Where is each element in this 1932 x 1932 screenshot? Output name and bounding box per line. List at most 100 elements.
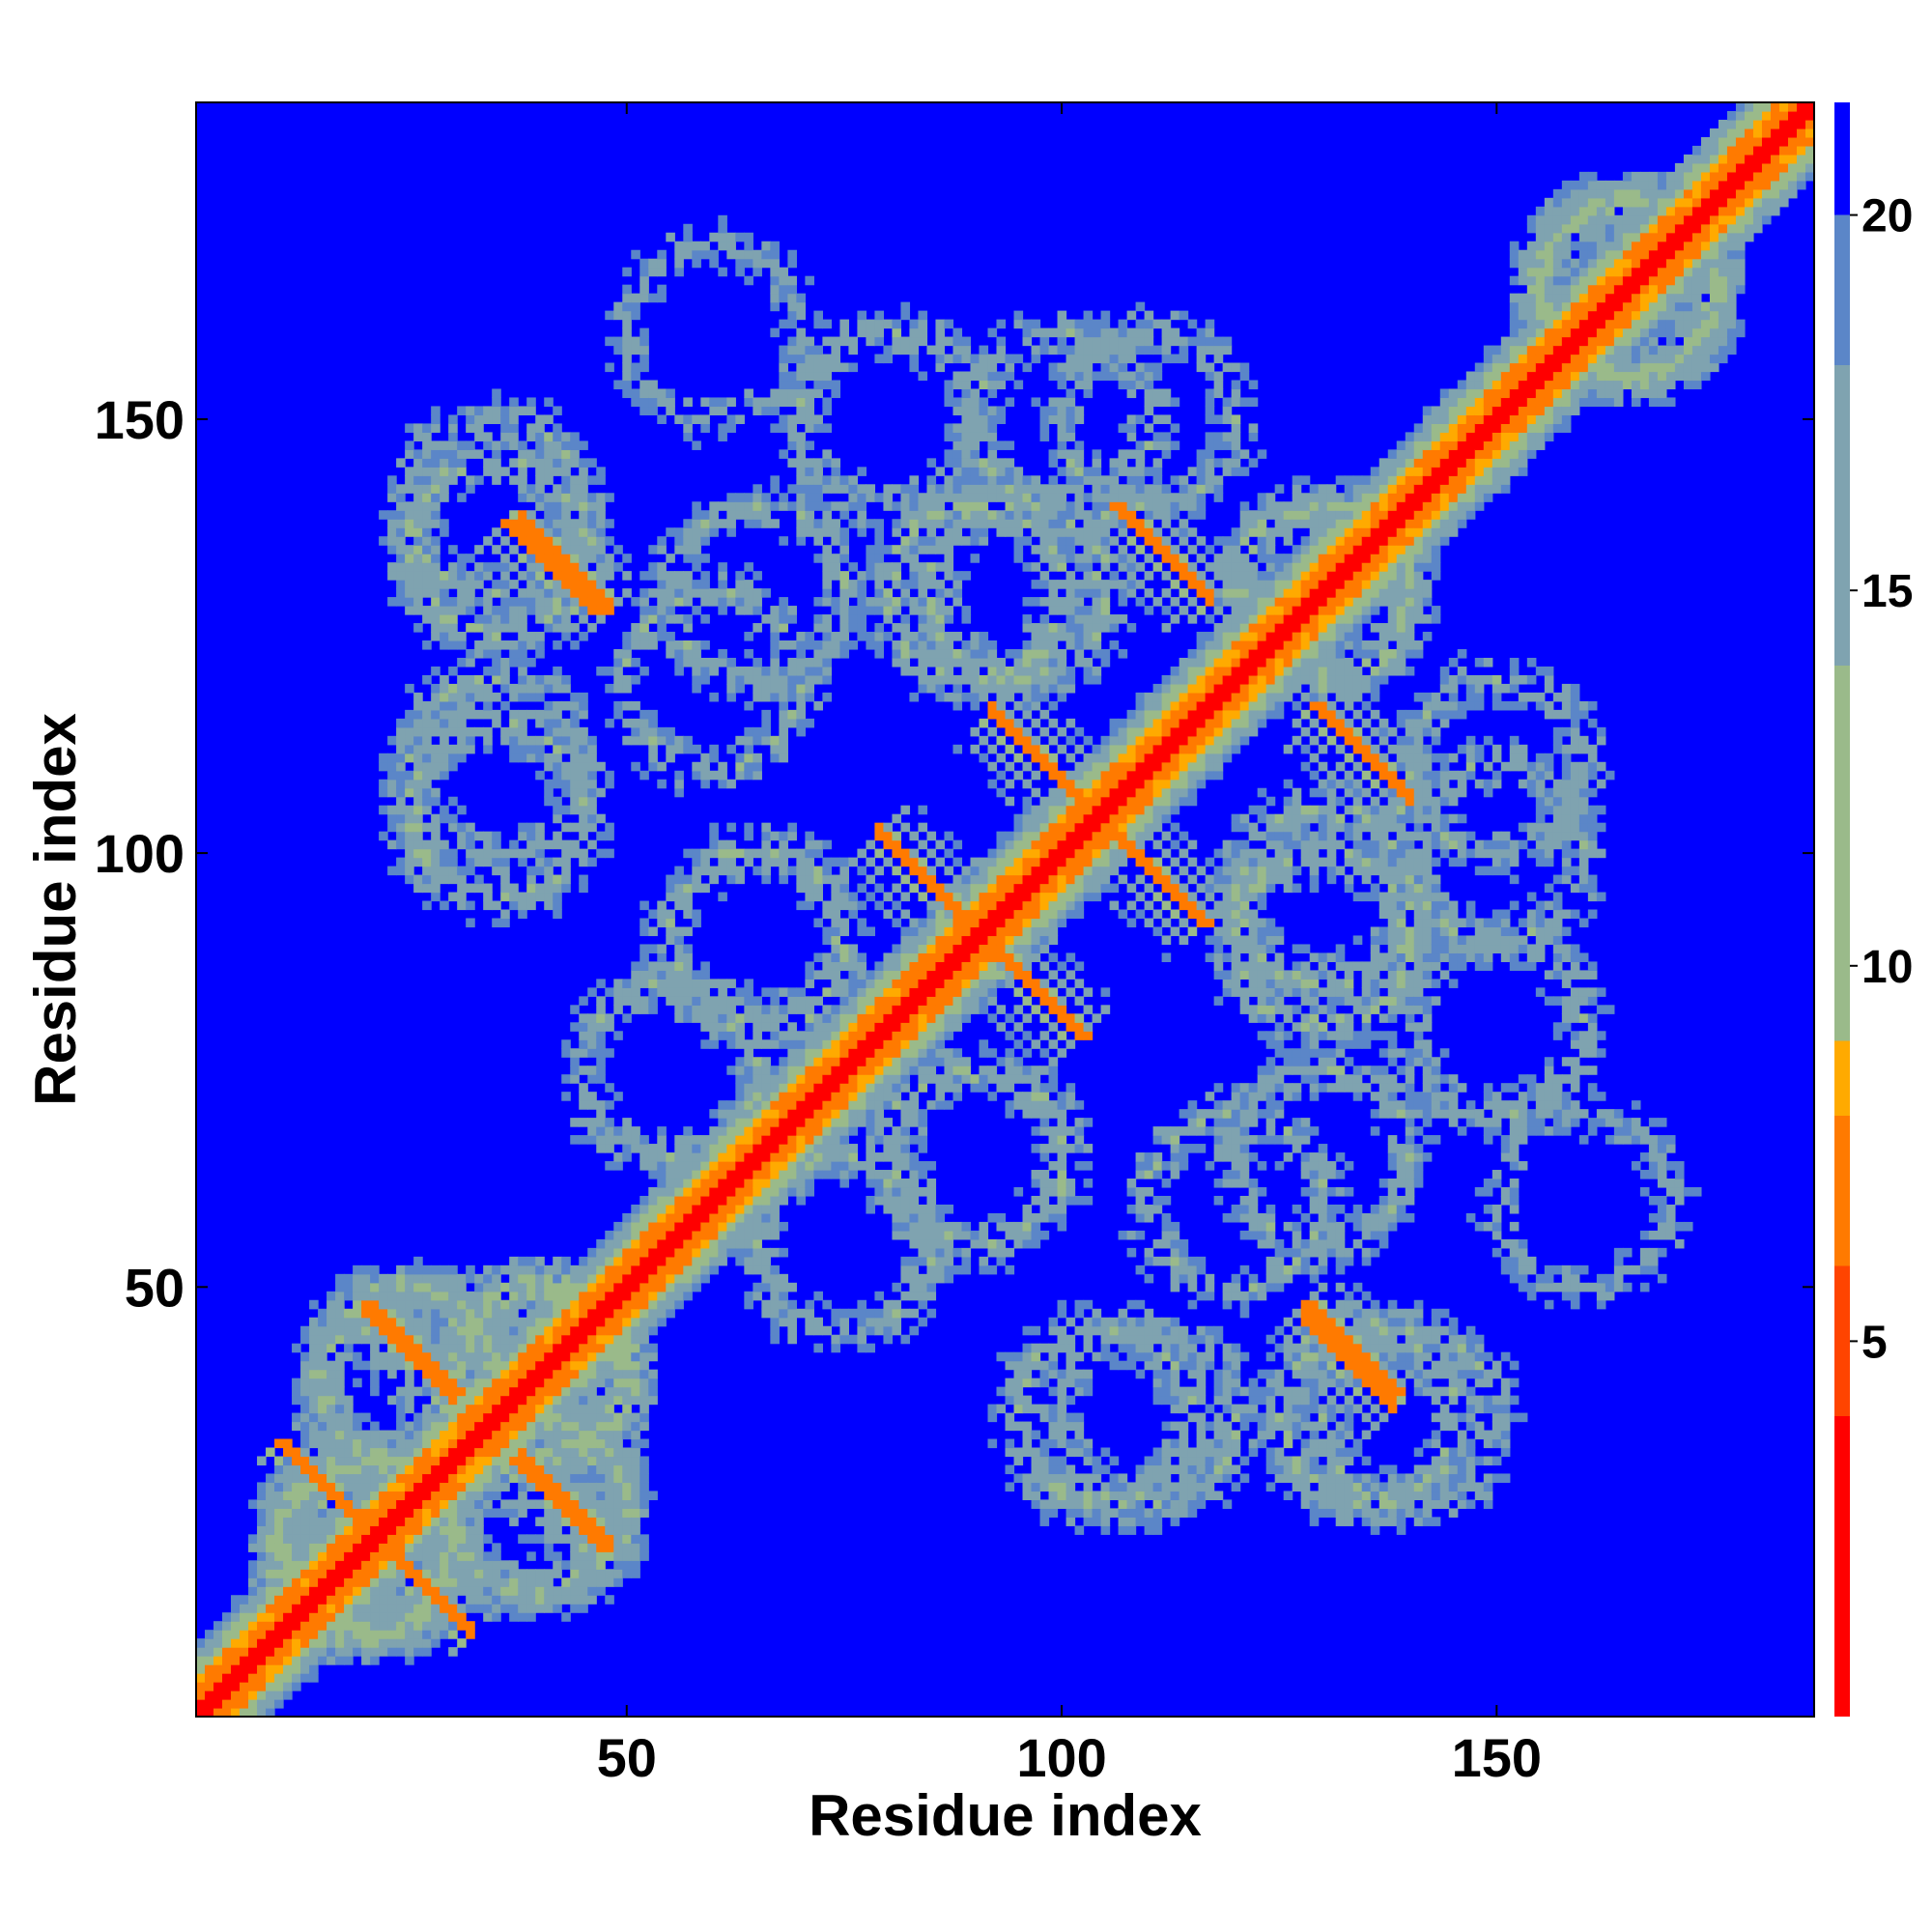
heatmap-cell (639, 1299, 649, 1310)
heatmap-cell (779, 623, 788, 633)
heatmap-cell (492, 918, 501, 928)
heatmap-cell (500, 1577, 510, 1587)
heatmap-cell (379, 779, 388, 789)
heatmap-cell (440, 700, 449, 711)
heatmap-cell (457, 822, 467, 833)
heatmap-cell (692, 1256, 701, 1266)
heatmap-cell (483, 1612, 493, 1622)
heatmap-cell (422, 866, 432, 876)
heatmap-cell (883, 857, 894, 867)
heatmap-cell (909, 1170, 920, 1179)
heatmap-cell (492, 1343, 501, 1353)
heatmap-cell (518, 588, 527, 598)
heatmap-cell (744, 562, 753, 572)
heatmap-cell (779, 606, 788, 615)
heatmap-cell (839, 1065, 850, 1075)
heatmap-cell (744, 1048, 753, 1058)
heatmap-cell (379, 753, 388, 763)
heatmap-cell (926, 909, 937, 920)
heatmap-cell (405, 1325, 414, 1336)
heatmap-cell (735, 1161, 745, 1171)
heatmap-cell (483, 831, 493, 841)
heatmap-cell (909, 362, 920, 373)
heatmap-cell (683, 249, 693, 260)
heatmap-cell (492, 1595, 501, 1605)
heatmap-cell (744, 648, 753, 659)
heatmap-cell (631, 979, 640, 988)
heatmap-cell (518, 536, 527, 546)
heatmap-cell (596, 1456, 606, 1466)
heatmap-cell (431, 1560, 440, 1570)
heatmap-cell (561, 839, 571, 850)
heatmap-cell (518, 1264, 527, 1275)
heatmap-cell (196, 1708, 206, 1718)
heatmap-cell (761, 1179, 771, 1188)
heatmap-cell (805, 475, 814, 485)
heatmap-cell (266, 1682, 275, 1691)
heatmap-cell (457, 1325, 467, 1336)
heatmap-cell (926, 640, 937, 650)
heatmap-cell (353, 1551, 362, 1561)
heatmap-cell (483, 892, 493, 902)
heatmap-cell (674, 1299, 684, 1310)
heatmap-cell (379, 1560, 388, 1570)
heatmap-cell (587, 753, 597, 763)
heatmap-cell (579, 1118, 588, 1127)
heatmap-cell (631, 1534, 640, 1544)
heatmap-cell (666, 1273, 675, 1284)
heatmap-cell (857, 866, 867, 876)
heatmap-cell (231, 1673, 241, 1683)
heatmap-cell (526, 1369, 536, 1379)
heatmap-cell (300, 1673, 310, 1683)
heatmap-cell (787, 501, 797, 511)
heatmap-cell (613, 683, 623, 694)
heatmap-cell (761, 1247, 771, 1258)
heatmap-cell (796, 440, 806, 450)
heatmap-cell (526, 397, 536, 408)
heatmap-cell (466, 1360, 475, 1371)
heatmap-cell (753, 510, 762, 520)
heatmap-cell (918, 857, 928, 867)
heatmap-cell (457, 753, 467, 763)
heatmap-cell (866, 1317, 876, 1327)
heatmap-cell (292, 1647, 301, 1657)
heatmap-cell (831, 1334, 840, 1345)
heatmap-cell (909, 527, 920, 537)
heatmap-cell (639, 726, 649, 737)
heatmap-cell (918, 588, 928, 598)
heatmap-cell (387, 779, 397, 789)
heatmap-cell (631, 970, 640, 980)
heatmap-cell (666, 883, 675, 894)
heatmap-cell (544, 536, 554, 546)
heatmap-cell (822, 839, 832, 850)
heatmap-cell (622, 1560, 632, 1570)
heatmap-cell (553, 1499, 562, 1509)
heatmap-cell (292, 1612, 301, 1622)
heatmap-cell (866, 1144, 876, 1153)
heatmap-cell (431, 1630, 440, 1639)
heatmap-cell (587, 1378, 597, 1388)
heatmap-cell (561, 683, 571, 694)
heatmap-cell (909, 475, 920, 485)
heatmap-cell (553, 467, 562, 476)
heatmap-cell (483, 414, 493, 424)
heatmap-cell (283, 1534, 293, 1544)
heatmap-cell (483, 1404, 493, 1414)
heatmap-cell (605, 1299, 614, 1310)
heatmap-cell (796, 1048, 806, 1058)
heatmap-cell (848, 1065, 859, 1075)
heatmap-cell (413, 467, 423, 476)
heatmap-cell (779, 674, 788, 685)
heatmap-cell (335, 1525, 345, 1535)
heatmap-cell (744, 249, 753, 260)
heatmap-cell (353, 1508, 362, 1518)
heatmap-cell (883, 952, 894, 962)
heatmap-cell (753, 571, 762, 581)
heatmap-cell (639, 614, 649, 624)
heatmap-cell (866, 640, 876, 650)
heatmap-cell (579, 1534, 588, 1544)
heatmap-cell (918, 1282, 928, 1293)
heatmap-cell (657, 293, 667, 303)
heatmap-cell (892, 1161, 902, 1171)
heatmap-cell (483, 1438, 493, 1449)
